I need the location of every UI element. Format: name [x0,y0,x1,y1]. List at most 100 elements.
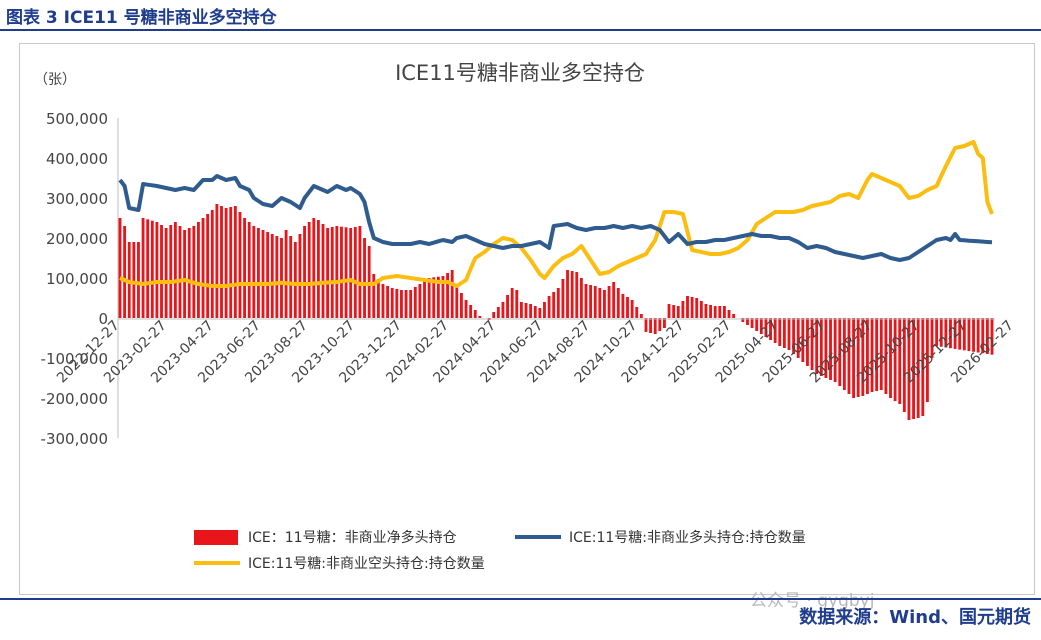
net-long-bar [930,318,934,358]
net-long-bar [976,318,980,353]
net-long-bar [939,318,943,347]
figure-caption: 图表 3 ICE11 号糖非商业多空持仓 [6,8,277,28]
net-long-bar [773,318,777,343]
net-long-bar [233,206,237,318]
net-long-bar [699,301,703,318]
net-long-bar [935,318,939,346]
net-long-bar [247,222,251,318]
net-long-bar [667,304,671,318]
net-long-bar [501,302,505,318]
net-long-bar [561,279,565,318]
net-long-bar [409,290,413,318]
net-long-bar [607,286,611,318]
legend-label: ICE:11号糖:非商业空头持仓:持仓数量 [248,556,485,572]
net-long-bar [210,210,214,318]
net-long-bar [695,298,699,318]
net-long-bar [626,297,629,318]
net-long-bar [672,305,676,318]
net-long-bar [404,290,408,318]
net-long-bar [829,318,832,380]
net-long-bar [552,292,556,318]
net-long-bar [852,318,856,398]
net-long-bar [990,318,994,355]
net-long-bar [427,278,431,318]
net-long-bar [842,318,846,390]
net-long-bar [985,318,989,354]
net-long-bar [741,318,745,322]
net-long-bar [893,318,897,401]
net-long-bar [782,318,786,348]
net-long-bar [921,318,925,416]
net-long-bar [806,318,809,366]
net-long-bar [372,274,376,318]
long-position-line [118,174,993,262]
net-long-bar [515,290,519,318]
net-long-bar [353,227,357,318]
net-long-bar [593,286,597,318]
net-long-bar [238,212,242,318]
net-long-bar [178,226,182,318]
y-tick-label: -100,000 [41,350,108,368]
net-long-bar [243,218,246,318]
net-long-bar [949,318,952,349]
net-long-bar [197,222,200,318]
net-long-bar [256,228,260,318]
net-long-bar [644,318,648,332]
net-long-bar [293,242,297,318]
net-long-bar [123,226,127,318]
net-long-bar [423,281,426,318]
net-long-bar [266,232,270,318]
footer-divider [0,598,1041,600]
net-long-bar [972,318,975,352]
net-long-bar [538,308,542,318]
net-long-bar [746,318,749,325]
net-long-bar [344,227,348,318]
position-lines [118,140,994,288]
net-long-bar [755,318,759,331]
net-long-bar [252,226,256,318]
net-long-bar [418,284,422,318]
net-long-bar [750,318,754,328]
net-long-bar [759,318,763,334]
net-long-bar [681,301,685,318]
net-long-bar [519,302,523,318]
net-long-bars [118,204,994,420]
net-long-bar [358,226,362,318]
net-long-bar [944,318,948,348]
net-long-bar [395,289,399,318]
net-long-bar [192,226,196,318]
net-long-bar [543,302,546,318]
net-long-bar [206,214,210,318]
net-long-bar [570,271,574,318]
net-long-bar [815,318,819,374]
y-tick-label: 300,000 [46,190,108,208]
net-long-bar [962,318,966,351]
short-position-line [119,140,994,288]
net-long-bar [261,230,265,318]
net-long-bar [215,204,219,318]
net-long-bar [566,270,569,318]
net-long-bar [902,318,906,412]
net-long-bar [870,318,874,392]
net-long-bar [663,318,666,328]
net-long-bar [718,306,722,318]
net-long-bar [529,304,533,318]
y-tick-label: 100,000 [46,270,108,288]
net-long-bar [709,305,712,318]
net-long-bar [280,238,283,318]
net-long-bar [400,290,403,318]
net-long-bar [326,228,330,318]
net-long-bar [866,318,869,394]
net-long-bar [349,228,353,318]
net-long-bar [455,286,459,318]
net-long-bar [589,285,593,318]
y-axis-unit: （张） [34,72,76,88]
net-long-bar [441,276,445,318]
net-long-bar [510,288,514,318]
net-long-bar [201,218,205,318]
net-long-bar [381,284,385,318]
net-long-bar [340,226,343,318]
net-long-bar [856,318,860,397]
net-long-bar [432,277,436,318]
chart-title: ICE11号糖非商业多空持仓 [395,61,645,85]
